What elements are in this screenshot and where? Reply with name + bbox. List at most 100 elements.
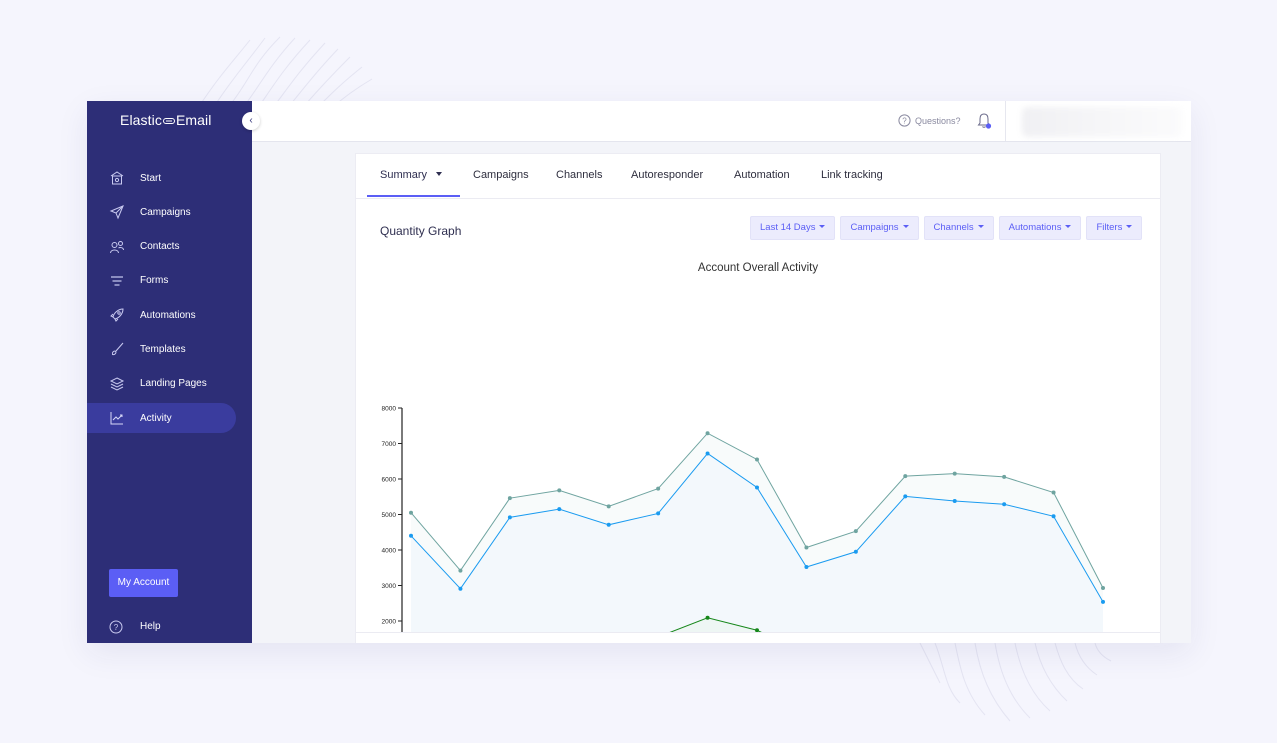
series-blue-point bbox=[755, 485, 759, 490]
collapse-sidebar-button[interactable]: ‹ bbox=[242, 112, 260, 130]
notification-bell-icon[interactable] bbox=[976, 112, 992, 130]
tab-automation[interactable]: Automation bbox=[734, 169, 790, 181]
series-teal-point bbox=[853, 529, 858, 534]
series-teal-point bbox=[606, 504, 611, 509]
series-teal-point bbox=[705, 431, 710, 436]
topbar-divider bbox=[1005, 101, 1006, 141]
help-link[interactable]: ? Help bbox=[109, 619, 229, 635]
dropdown-label: Last 14 Days bbox=[760, 222, 816, 233]
channels-dropdown[interactable]: Channels bbox=[923, 216, 994, 240]
help-label: Help bbox=[140, 621, 161, 632]
sidebar: Elastic Email Start Campaigns Contacts Fo… bbox=[87, 101, 252, 643]
paper-plane-icon bbox=[109, 205, 124, 220]
sidebar-item-label: Start bbox=[140, 172, 162, 184]
sidebar-item-start[interactable]: Start bbox=[87, 163, 236, 193]
brush-icon bbox=[111, 343, 124, 356]
filter-bar: Last 14 Days Campaigns Channels Automati… bbox=[750, 216, 1143, 240]
y-tick-label: 4000 bbox=[382, 548, 397, 555]
series-blue-point bbox=[804, 565, 809, 570]
chevron-left-icon: ‹ bbox=[249, 115, 253, 126]
caret-down-icon bbox=[1126, 224, 1133, 228]
logo-link-icon bbox=[162, 118, 175, 125]
sidebar-item-contacts[interactable]: Contacts bbox=[87, 232, 236, 262]
y-tick-label: 2000 bbox=[382, 619, 397, 626]
y-tick-label: 7000 bbox=[382, 441, 397, 448]
app-window: Elastic Email Start Campaigns Contacts Fo… bbox=[87, 101, 1191, 643]
series-blue-point bbox=[409, 533, 413, 538]
sidebar-item-templates[interactable]: Templates bbox=[87, 334, 236, 364]
caret-down-icon bbox=[819, 224, 826, 228]
home-icon bbox=[110, 171, 124, 185]
series-teal-point bbox=[903, 474, 908, 479]
dropdown-label: Filters bbox=[1096, 222, 1123, 233]
top-bar: ? Questions? bbox=[252, 101, 1191, 142]
logo-text-right: Email bbox=[175, 112, 212, 128]
sidebar-nav: Start Campaigns Contacts Forms Automatio… bbox=[87, 163, 252, 437]
card-divider bbox=[356, 632, 1160, 633]
series-teal-point bbox=[409, 510, 413, 515]
dropdown-label: Channels bbox=[933, 222, 974, 233]
activity-card: Summary Campaigns Channels Autoresponder… bbox=[355, 153, 1161, 643]
series-blue-point bbox=[1101, 599, 1105, 604]
y-tick-label: 6000 bbox=[382, 477, 397, 484]
sidebar-item-label: Activity bbox=[140, 412, 172, 424]
active-tab-indicator bbox=[367, 195, 460, 197]
logo-text-left: Elastic bbox=[120, 112, 162, 128]
tab-autoresponder[interactable]: Autoresponder bbox=[631, 169, 704, 181]
series-teal-point bbox=[952, 471, 957, 476]
series-blue-point bbox=[606, 522, 611, 527]
date-range-dropdown[interactable]: Last 14 Days bbox=[750, 216, 836, 240]
series-teal-point bbox=[1051, 490, 1056, 495]
section-title: Quantity Graph bbox=[380, 224, 462, 238]
sidebar-item-activity[interactable]: Activity bbox=[87, 403, 236, 434]
filters-dropdown[interactable]: Filters bbox=[1086, 216, 1143, 240]
series-blue-area bbox=[411, 453, 1103, 632]
sidebar-item-label: Forms bbox=[140, 275, 169, 287]
rocket-icon bbox=[110, 308, 124, 323]
svg-text:?: ? bbox=[902, 117, 907, 126]
series-blue-point bbox=[853, 549, 858, 554]
tab-label: Summary bbox=[380, 169, 428, 181]
series-teal-point bbox=[1101, 585, 1105, 590]
sidebar-item-label: Automations bbox=[140, 309, 196, 321]
series-blue-point bbox=[656, 511, 661, 516]
my-account-button[interactable]: My Account bbox=[109, 569, 178, 597]
series-green-point bbox=[755, 628, 759, 632]
series-blue-point bbox=[903, 494, 908, 499]
campaigns-dropdown[interactable]: Campaigns bbox=[840, 216, 919, 240]
series-blue-point bbox=[1051, 514, 1056, 519]
questions-label: Questions? bbox=[915, 115, 961, 126]
forms-icon bbox=[111, 276, 123, 286]
tab-summary[interactable]: Summary bbox=[380, 169, 443, 181]
caret-down-icon bbox=[977, 224, 984, 228]
series-green-area bbox=[670, 617, 761, 632]
series-teal-point bbox=[458, 568, 463, 573]
y-tick-label: 8000 bbox=[382, 406, 397, 413]
background-pattern-bottom bbox=[919, 643, 1112, 722]
caret-down-icon bbox=[436, 172, 443, 177]
sidebar-item-label: Contacts bbox=[140, 241, 180, 253]
series-teal-point bbox=[1002, 474, 1007, 479]
caret-down-icon bbox=[1065, 224, 1072, 228]
sidebar-item-landing-pages[interactable]: Landing Pages bbox=[87, 369, 236, 399]
tab-link-tracking[interactable]: Link tracking bbox=[821, 169, 883, 181]
series-blue-point bbox=[1002, 502, 1007, 507]
logo[interactable]: Elastic Email bbox=[120, 112, 211, 128]
series-teal-point bbox=[557, 488, 562, 493]
series-green-point bbox=[705, 615, 710, 620]
caret-down-icon bbox=[902, 224, 909, 228]
contacts-icon bbox=[110, 240, 124, 253]
sidebar-item-campaigns[interactable]: Campaigns bbox=[87, 197, 236, 227]
notification-dot bbox=[985, 123, 992, 129]
dropdown-label: Automations bbox=[1008, 222, 1062, 233]
activity-line-chart: 010002000300040005000600070008000 bbox=[382, 406, 1105, 632]
automations-dropdown[interactable]: Automations bbox=[998, 216, 1082, 240]
series-teal-point bbox=[804, 545, 809, 550]
tab-channels[interactable]: Channels bbox=[556, 169, 603, 181]
user-menu-redacted[interactable] bbox=[1022, 107, 1182, 137]
sidebar-item-label: Landing Pages bbox=[140, 378, 207, 390]
tab-campaigns[interactable]: Campaigns bbox=[473, 169, 529, 181]
sidebar-item-forms[interactable]: Forms bbox=[87, 266, 236, 296]
sidebar-item-automations[interactable]: Automations bbox=[87, 300, 236, 330]
questions-link[interactable]: ? Questions? bbox=[898, 114, 961, 127]
